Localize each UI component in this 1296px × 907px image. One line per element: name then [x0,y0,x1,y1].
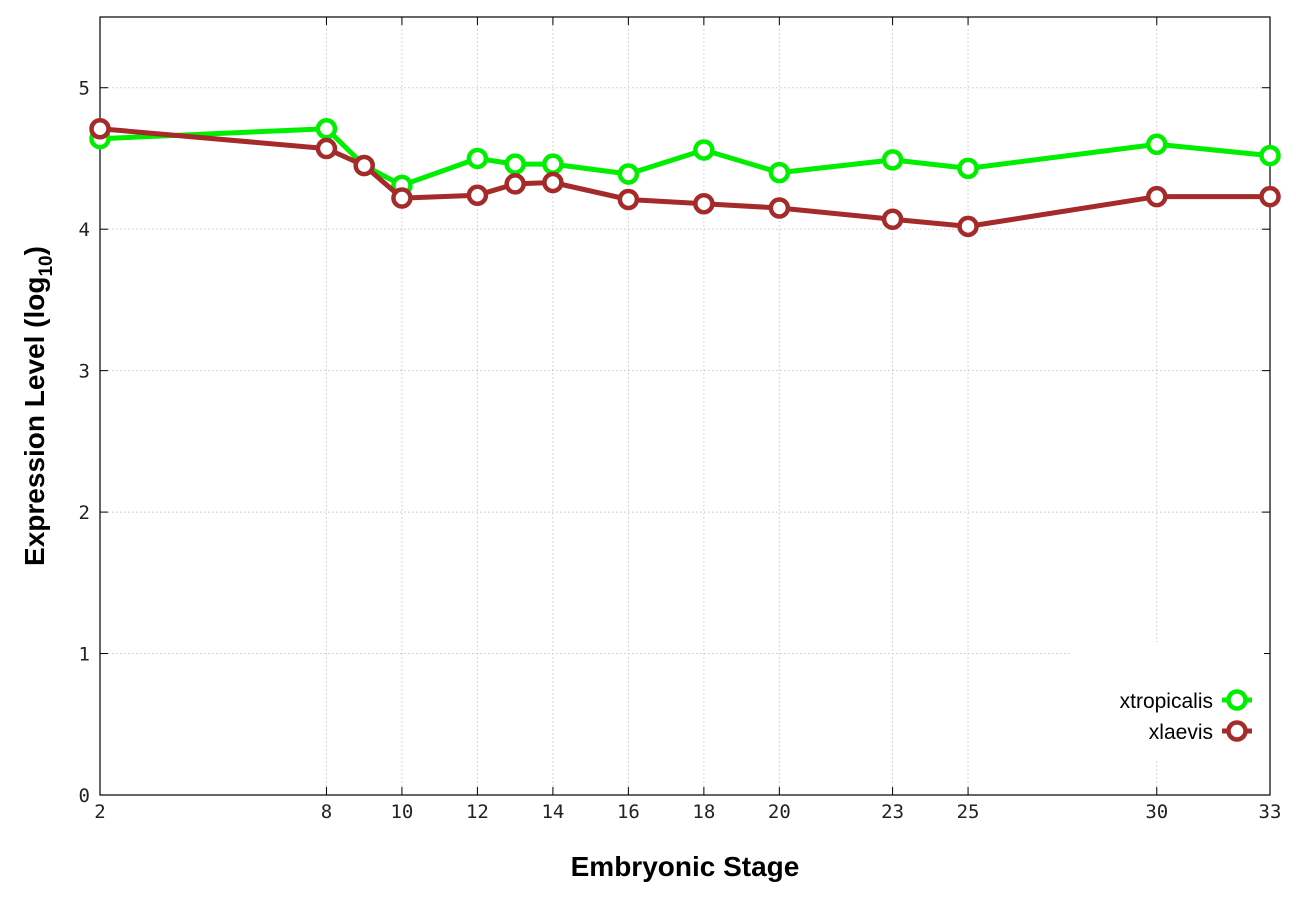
data-point [957,215,979,238]
data-point [315,137,338,160]
data-point [881,208,904,231]
data-point [768,161,791,184]
data-point [542,171,564,194]
x-tick-label: 10 [390,801,413,823]
y-tick-label: 3 [79,361,90,383]
data-point [466,184,489,206]
x-tick-label: 16 [617,801,640,823]
y-axis-title-main: Expression Level (log [19,277,50,566]
x-tick-label: 12 [466,801,489,823]
y-tick-label: 4 [79,219,90,241]
y-tick-label: 2 [79,502,90,524]
legend-marker [1226,720,1248,742]
legend: xtropicalis xlaevis [1072,642,1264,760]
data-point [693,192,715,215]
data-point [881,149,904,171]
x-axis-title: Embryonic Stage [571,851,800,882]
data-point [768,197,791,219]
x-tick-label: 18 [692,801,715,823]
legend-item: xlaevis [1149,720,1252,744]
data-point [504,173,526,195]
series-line [99,126,1271,188]
grid-lines [100,17,1270,795]
data-point [391,187,413,209]
data-point [1146,133,1168,156]
series-layer [89,117,1281,238]
data-point [617,188,640,211]
x-tick-label: 23 [881,801,904,823]
data-point [617,163,640,185]
legend-label: xlaevis [1149,721,1213,744]
data-point [466,147,489,170]
x-tick-label: 20 [768,801,791,823]
legend-label: xtropicalis [1120,690,1213,713]
data-point [1146,185,1168,208]
y-axis-title-close: ) [19,246,50,255]
y-tick-label: 0 [79,785,90,807]
y-tick-label: 1 [79,644,90,666]
data-point [693,139,715,161]
x-tick-label: 30 [1145,801,1168,823]
x-tick-label: 25 [957,801,980,823]
x-tick-label: 14 [541,801,564,823]
data-point [1259,185,1281,208]
legend-marker [1226,689,1248,711]
series-line [99,126,1270,229]
series-xlaevis [89,117,1281,238]
data-point [1259,144,1281,167]
data-point [504,153,526,175]
data-point [315,117,338,140]
data-point [89,117,111,140]
x-tick-label: 2 [94,801,105,823]
y-axis-title: Expression Level (log10) [19,246,57,566]
x-tick-label: 33 [1259,801,1282,823]
x-tick-label: 8 [321,801,332,823]
series-xtropicalis [89,117,1281,197]
data-point [957,157,979,180]
data-point [353,154,375,177]
data-point [542,153,564,175]
legend-item: xtropicalis [1120,689,1252,713]
y-axis-title-subscript: 10 [36,255,57,276]
y-tick-label: 5 [79,78,90,100]
plot-border [99,16,1271,796]
